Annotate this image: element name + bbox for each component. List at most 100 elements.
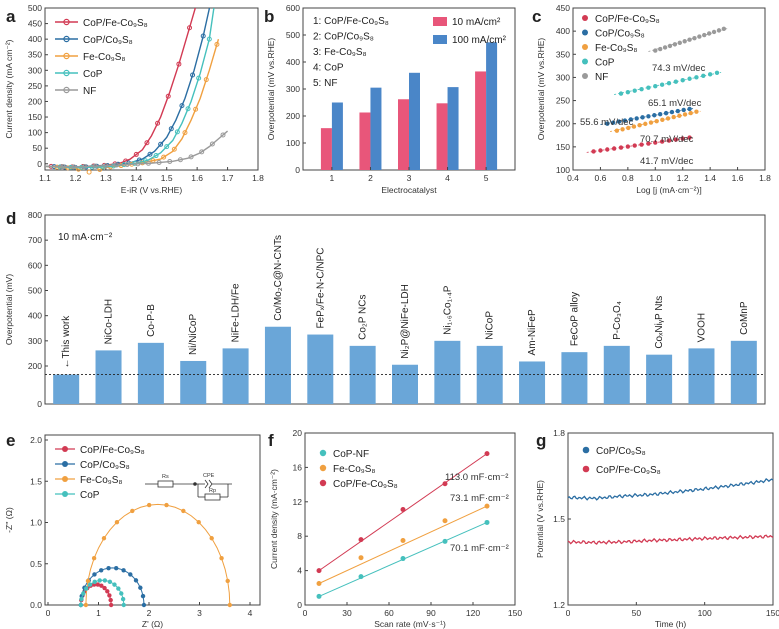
panel-f-point-CoP-NF — [442, 538, 448, 544]
panel-a-series-CoP/Co9S8-marker — [168, 126, 174, 132]
panel-b-ytick-label: 100 — [286, 138, 300, 148]
panel-c-xtick-label: 1.6 — [732, 173, 744, 183]
panel-c-ytick-label: 300 — [556, 72, 570, 82]
panel-a-series-Fe-Co9S8-marker — [203, 77, 209, 83]
panel-c-point-CoP — [632, 88, 637, 93]
panel-b-bar-100-5 — [486, 42, 498, 170]
panel-c-point-CoP/Co9S8 — [634, 116, 639, 121]
panel-d-category-label: FeCoP alloy — [569, 292, 580, 346]
panel-c-point-CoP — [694, 75, 699, 80]
panel-e-circuit-cpe — [204, 479, 209, 489]
panel-f-point-CoP/Fe-Co9S8 — [400, 507, 406, 513]
panel-c-point-NF — [687, 37, 692, 42]
panel-a-series-NF-marker — [167, 159, 173, 165]
panel-c-point-Fe-Co9S8 — [620, 127, 625, 132]
panel-f-point-CoP/Fe-Co9S8 — [358, 537, 364, 543]
panel-c-xtick-label: 1.0 — [649, 173, 661, 183]
panel-f-fit-CoP/Fe-Co9S8 — [318, 453, 488, 572]
panel-e-legend-marker — [62, 476, 68, 482]
panel-c-legend-marker — [582, 73, 588, 79]
panel-c-point-CoP — [666, 81, 672, 86]
panel-d-bar-16 — [730, 340, 757, 404]
panel-c-legend-label: Fe-Co₉S₈ — [595, 43, 638, 54]
panel-g-ylabel: Potential (V vs.RHE) — [535, 480, 545, 558]
panel-f-cdl-label: 70.1 mF·cm⁻² — [450, 543, 509, 554]
panel-a-series-CoP/Co9S8-marker — [200, 33, 206, 39]
panel-e-point-CoP/Fe-Co9S8 — [107, 593, 112, 598]
panel-e-point-CoP — [121, 602, 126, 608]
panel-c-legend-marker — [582, 29, 588, 36]
panel-c-point-NF — [667, 43, 673, 49]
panel-a-xtick-label: 1.6 — [191, 173, 203, 183]
panel-c-point-CoP/Co9S8 — [657, 111, 663, 117]
panel-a-ytick-label: 150 — [28, 112, 42, 122]
panel-f-legend-label: CoP/Fe-Co₉S₈ — [333, 479, 398, 490]
panel-c-point-CoP — [687, 76, 692, 81]
panel-e-xlabel: Z' (Ω) — [142, 619, 163, 629]
panel-e-point-Fe-Co9S8 — [146, 502, 152, 508]
panel-a-series-NF-marker — [60, 164, 66, 170]
panel-c-point-CoP/Co9S8 — [675, 108, 681, 114]
panel-c-point-NF — [702, 32, 707, 38]
panel-e-circuit-label: CPE — [203, 473, 215, 479]
panel-a-series-CoP/Fe-Co9S8-marker — [187, 25, 193, 31]
panel-a-xtick-label: 1.1 — [39, 173, 51, 183]
panel-c-point-Fe-Co9S8 — [665, 116, 671, 121]
panel-c-legend-label: CoP/Co₉S₈ — [595, 29, 645, 40]
panel-d-ytick-label: 200 — [28, 361, 42, 371]
panel-e-point-Fe-Co9S8 — [164, 502, 169, 508]
panel-e-circuit-cpe — [208, 479, 213, 489]
panel-b-bar-10-4 — [436, 103, 448, 170]
panel-c-point-Fe-Co9S8 — [688, 110, 693, 116]
panel-c-xtick-label: 0.4 — [567, 173, 579, 183]
panel-e-point-Fe-Co9S8 — [196, 519, 201, 525]
panel-e-ytick-label: 1.5 — [30, 476, 42, 486]
panel-e-point-CoP — [84, 586, 89, 591]
panel-g-ytick-label: 1.2 — [553, 600, 565, 610]
panel-b-key-entry: 4: CoP — [313, 63, 344, 74]
panel-a-series-NF-marker — [156, 159, 162, 165]
panel-e-legend-label: Fe-Co₉S₈ — [80, 475, 123, 486]
panel-d-category-label: CoₓNiᵧP Nts — [654, 296, 665, 349]
panel-a-xtick-label: 1.2 — [70, 173, 82, 183]
panel-f-ytick-label: 4 — [297, 566, 302, 576]
panel-a-legend-label: CoP — [83, 69, 103, 80]
panel-c-point-CoP — [680, 78, 685, 83]
panel-c-point-CoP/Co9S8 — [616, 119, 622, 124]
panel-d-bar-4 — [222, 348, 249, 404]
panel-f-point-Fe-Co9S8 — [442, 518, 448, 524]
panel-a-series-CoP/Co9S8-marker — [190, 72, 196, 78]
panel-a-legend-marker — [63, 35, 70, 43]
panel-a-frame — [44, 7, 259, 171]
panel-b-ytick-label: 200 — [286, 111, 300, 121]
panel-c-point-CoP/Co9S8 — [681, 107, 686, 113]
panel-f-xlabel: Scan rate (mV·s⁻¹) — [374, 619, 446, 629]
panel-d-category-label: Co/Mo₂C@N-CNTs — [273, 235, 284, 321]
panel-b-key-entry: 2: CoP/Co₉S₈ — [313, 32, 374, 43]
panel-f-xtick-label: 90 — [426, 608, 436, 618]
panel-c-ytick-label: 250 — [556, 96, 570, 106]
panel-b-xtick-label: 2 — [368, 173, 373, 183]
panel-a-ytick-label: 350 — [28, 50, 42, 60]
panel-a-xtick-label: 1.7 — [222, 173, 234, 183]
panel-e-point-CoP/Co9S8 — [128, 572, 133, 577]
panel-e-point-Fe-Co9S8 — [225, 578, 230, 584]
panel-a-legend-marker — [63, 69, 70, 77]
panel-c-point-Fe-Co9S8 — [614, 128, 620, 133]
panel-label-g: g — [536, 431, 546, 450]
panel-b-legend-label: 10 mA/cm² — [452, 17, 501, 28]
panel-b-bar-10-5 — [475, 71, 487, 170]
panel-f-point-Fe-Co9S8 — [484, 503, 490, 509]
panel-e-ytick-label: 1.0 — [30, 518, 42, 528]
panel-g-frame — [567, 432, 774, 606]
panel-d-category-label: FePₓ/Fe-N-C/NPC — [315, 247, 326, 328]
panel-label-a: a — [6, 7, 16, 26]
panel-f-point-Fe-Co9S8 — [316, 581, 322, 586]
panel-e-xtick-label: 2 — [147, 608, 152, 618]
panel-d-bar-3 — [180, 360, 207, 404]
panel-f-point-Fe-Co9S8 — [358, 555, 364, 561]
panel-b-ytick-label: 0 — [295, 165, 300, 175]
panel-d-bar-11 — [519, 361, 546, 404]
panel-a-series-CoP-marker — [164, 144, 170, 150]
panel-f-ytick-label: 0 — [297, 600, 302, 610]
